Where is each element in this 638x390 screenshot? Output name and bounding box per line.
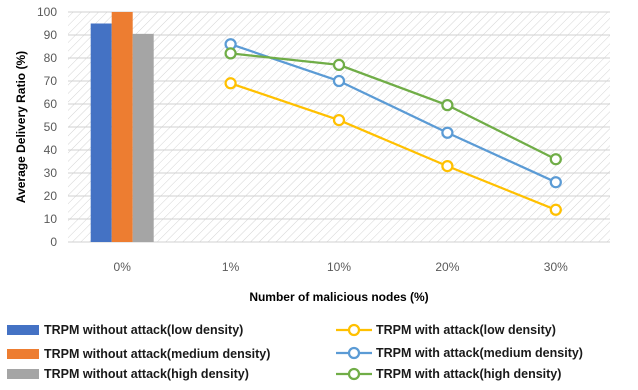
x-axis-title: Number of malicious nodes (%) [249,290,428,304]
legend-label: TRPM without attack(high density) [44,367,249,381]
tick-labels: 0 10 20 30 40 50 60 70 80 90 100 0% 1% 10% 20% 30% [37,5,568,274]
legend-label: TRPM without attack(medium density) [44,347,271,361]
data-point [224,47,237,60]
data-point [441,159,454,173]
legend-marker [347,367,361,381]
x-tick-label: 20% [435,260,459,274]
series-line [230,52,557,161]
legend-label: TRPM with attack(low density) [376,323,556,337]
legend-swatch [336,346,372,360]
legend-marker [347,346,361,360]
legend-label: TRPM with attack(high density) [376,367,562,381]
x-tick-label: 30% [544,260,568,274]
data-point [224,77,237,90]
series-line [230,43,557,184]
data-point [332,113,346,127]
x-tick-label: 0% [114,260,132,274]
bars [90,12,154,242]
legend-swatch [7,349,39,359]
y-tick-label: 0 [50,235,57,249]
y-tick-label: 10 [44,212,58,226]
y-axis-title: Average Delivery Ratio (%) [14,51,28,203]
x-tick-label: 1% [222,260,240,274]
y-tick-label: 60 [44,97,58,111]
legend-swatch [336,367,372,381]
lines [224,38,562,216]
legend-marker [347,323,361,337]
data-point [441,99,454,112]
y-tick-label: 50 [44,120,58,134]
bar [132,33,154,242]
legend-swatch [7,369,39,379]
data-point [332,58,346,72]
legend-swatch [336,323,372,337]
legend-swatch [7,325,39,335]
legend-label: TRPM with attack(medium density) [376,346,583,360]
x-tick-label: 10% [327,260,351,274]
series-line [230,82,557,211]
y-tick-label: 100 [37,5,57,19]
y-tick-label: 30 [44,166,58,180]
y-tick-label: 80 [44,51,58,65]
data-point [332,74,346,88]
y-tick-label: 70 [44,74,58,88]
y-tick-label: 40 [44,143,58,157]
bar [90,23,112,242]
y-tick-label: 90 [44,28,58,42]
grid [68,11,610,243]
legend-label: TRPM without attack(low density) [44,323,244,337]
data-point [549,203,562,216]
data-point [549,176,562,189]
data-point [441,126,454,139]
bar [111,12,133,242]
data-point [549,153,562,166]
y-tick-label: 20 [44,189,58,203]
